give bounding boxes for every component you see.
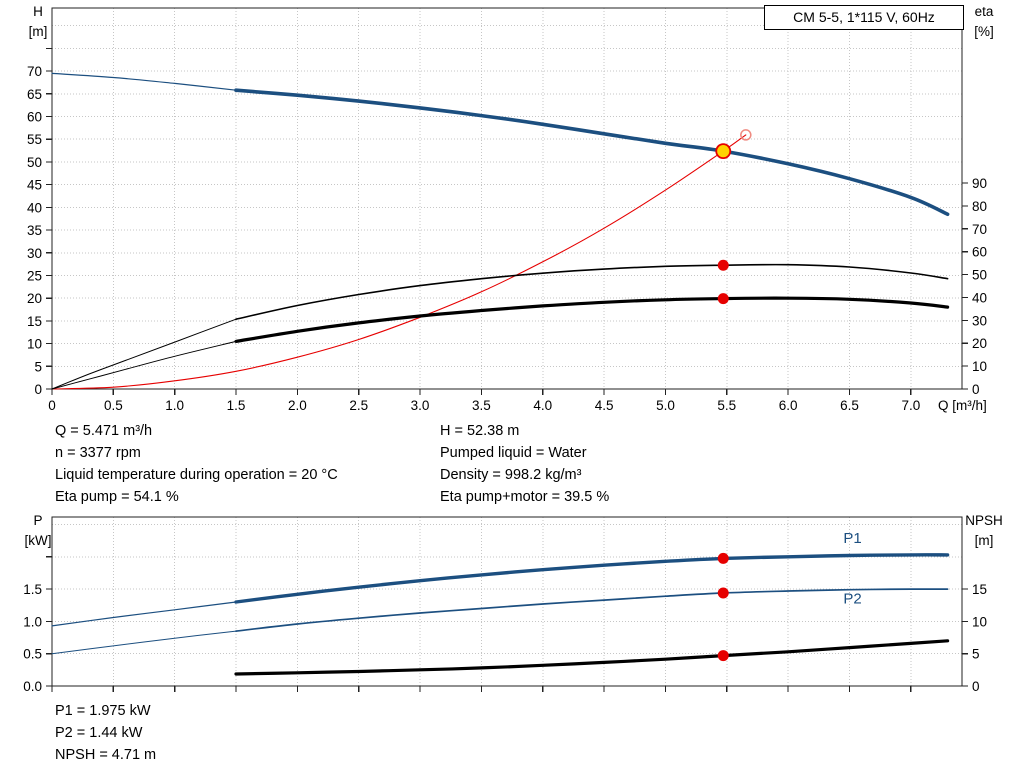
y-left-tick-label: 35: [27, 223, 42, 238]
series-p1-curve: [234, 553, 950, 604]
info-line-pumped-liquid: Pumped liquid = Water: [440, 445, 587, 461]
y-left-tick-label: 0: [34, 382, 42, 397]
y-left-tick-label: 10: [27, 337, 42, 352]
info-line-p2: P2 = 1.44 kW: [55, 725, 143, 741]
npsh-duty-marker: [717, 650, 729, 662]
info-line-n: n = 3377 rpm: [55, 445, 141, 461]
y-left-tick-label: 1.0: [23, 614, 42, 629]
series-p1-curve-lead: [51, 601, 237, 627]
info-line-q: Q = 5.471 m³/h: [55, 423, 153, 439]
duty-info-right: H = 52.38 m Pumped liquid = Water Densit…: [440, 420, 609, 508]
x-tick-label: 0.5: [104, 398, 123, 413]
y-left-tick-label: 5: [34, 359, 42, 374]
x-tick-label: 5.5: [717, 398, 736, 413]
eta-pump-duty-marker: [717, 259, 729, 271]
y-left-tick-label: 1.5: [23, 582, 42, 597]
duty-point-marker: [715, 143, 732, 160]
y-right-axis-title: [m]: [975, 533, 994, 548]
info-line-npsh: NPSH = 4.71 m: [55, 747, 157, 763]
system-curve-end-marker: [740, 129, 752, 141]
y-right-axis-title: [%]: [974, 24, 994, 39]
x-tick-label: 3.5: [472, 398, 491, 413]
y-right-tick-label: 0: [972, 679, 980, 694]
x-tick-label: 6.5: [840, 398, 859, 413]
y-left-tick-label: 40: [27, 200, 42, 215]
y-left-tick-label: 60: [27, 110, 42, 125]
x-tick-label: 4.5: [595, 398, 614, 413]
y-left-tick-label: 15: [27, 314, 42, 329]
y-right-tick-label: 50: [972, 268, 987, 283]
y-left-tick-label: 70: [27, 64, 42, 79]
x-axis-label: Q [m³/h]: [938, 398, 987, 413]
y-right-tick-label: 30: [972, 313, 987, 328]
series-eta-pump-lead: [51, 318, 237, 390]
y-right-axis-title: NPSH: [965, 513, 1003, 528]
y-right-tick-label: 70: [972, 222, 987, 237]
y-right-tick-label: 15: [972, 582, 987, 597]
x-tick-label: 5.0: [656, 398, 675, 413]
p1-duty-marker: [717, 552, 729, 564]
info-line-eta-pump-motor: Eta pump+motor = 39.5 %: [440, 489, 610, 505]
series-eta-pump: [235, 263, 949, 320]
y-left-axis-title: [kW]: [25, 533, 52, 548]
chart-title-box: CM 5-5, 1*115 V, 60Hz: [764, 5, 964, 30]
y-left-axis-title: [m]: [29, 24, 48, 39]
y-right-tick-label: 10: [972, 614, 987, 629]
qh-eta-chart: 0 0.5 1.0 1.5 2.0 2.5 3.0 3.5 4.0 4.5 5.0 5.5 6.0 6.5…: [27, 4, 994, 413]
series-h-curve: [234, 88, 950, 216]
info-line-eta-pump: Eta pump = 54.1 %: [55, 489, 179, 505]
x-tick-label: 1.5: [227, 398, 246, 413]
info-line-density: Density = 998.2 kg/m³: [440, 467, 582, 483]
y-left-tick-label: 65: [27, 87, 42, 102]
y-left-axis-title: P: [33, 513, 42, 528]
y-right-tick-label: 40: [972, 290, 987, 305]
x-tick-label: 2.0: [288, 398, 307, 413]
y-left-tick-label: 20: [27, 291, 42, 306]
x-tick-label: 3.0: [411, 398, 430, 413]
y-right-axis-title: eta: [975, 4, 994, 19]
y-left-tick-label: 55: [27, 132, 42, 147]
y-left-tick-label: 0.0: [23, 679, 42, 694]
power-info: P1 = 1.975 kW P2 = 1.44 kW NPSH = 4.71 m: [55, 700, 156, 766]
duty-info-left: Q = 5.471 m³/h n = 3377 rpm Liquid tempe…: [55, 420, 338, 508]
y-right-tick-label: 90: [972, 176, 987, 191]
p2-duty-marker: [717, 587, 729, 599]
series-h-curve-lead: [51, 72, 237, 91]
info-line-h: H = 52.38 m: [440, 423, 520, 439]
y-left-axis-title: H: [33, 4, 43, 19]
y-right-tick-label: 5: [972, 647, 980, 662]
series-npsh-curve: [234, 639, 950, 676]
x-tick-label: 0: [48, 398, 56, 413]
y-right-tick-label: 10: [972, 359, 987, 374]
y-right-tick-label: 60: [972, 245, 987, 260]
y-left-tick-label: 30: [27, 246, 42, 261]
y-right-tick-label: 20: [972, 336, 987, 351]
x-tick-label: 6.0: [779, 398, 798, 413]
y-left-tick-label: 0.5: [23, 647, 42, 662]
y-left-tick-label: 25: [27, 268, 42, 283]
series-eta-pump-motor: [234, 296, 950, 343]
info-line-liquid-temp: Liquid temperature during operation = 20…: [55, 467, 338, 483]
series-p2-curve-lead: [51, 630, 237, 655]
y-right-tick-label: 80: [972, 199, 987, 214]
curve-label-P1: P1: [843, 530, 861, 547]
y-left-tick-label: 45: [27, 178, 42, 193]
info-line-p1: P1 = 1.975 kW: [55, 703, 151, 719]
curve-label-P2: P2: [843, 590, 861, 607]
series-system-curve: [51, 134, 747, 390]
power-npsh-chart: 0.0 0.5 1.0 1.5 P [kW] 0 5 10 15 NPSH [m] P1 P2: [23, 513, 1003, 694]
series-eta-pump-motor-lead: [51, 340, 237, 390]
plot-frame: [51, 7, 963, 390]
x-tick-label: 2.5: [349, 398, 368, 413]
plot-frame: [51, 516, 963, 687]
y-left-tick-label: 50: [27, 155, 42, 170]
x-tick-label: 1.0: [165, 398, 184, 413]
x-tick-label: 7.0: [901, 398, 920, 413]
series-p2-curve: [235, 588, 949, 632]
x-tick-label: 4.0: [533, 398, 552, 413]
y-right-tick-label: 0: [972, 382, 980, 397]
eta-pump-motor-duty-marker: [717, 293, 729, 305]
